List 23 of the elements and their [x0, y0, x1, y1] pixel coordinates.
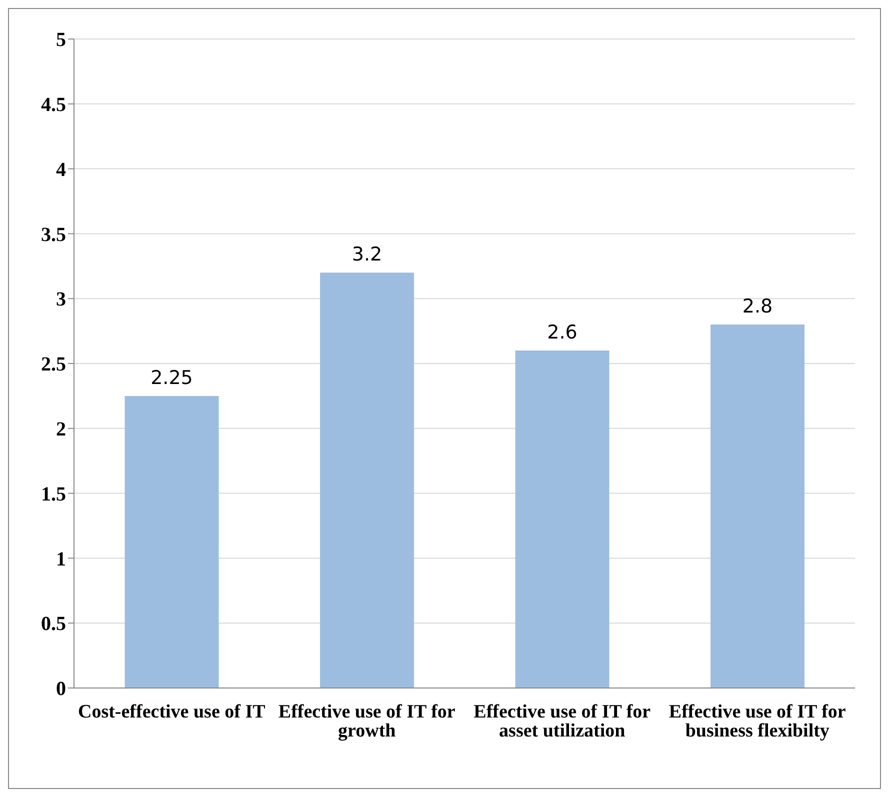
bar	[124, 396, 219, 688]
x-tick-label: Effective use of IT for growth	[278, 701, 456, 742]
y-tick-label: 2	[56, 418, 66, 440]
data-label: 3.2	[352, 244, 382, 266]
data-label: 2.6	[547, 322, 578, 344]
data-label: 2.25	[150, 366, 193, 389]
y-tick-label: 1.5	[41, 483, 66, 506]
bar	[710, 324, 805, 688]
y-tick-label: 2.5	[41, 354, 66, 376]
y-tick-label: 3.5	[41, 224, 66, 246]
data-label: 2.8	[742, 296, 773, 318]
y-tick-label: 0.5	[41, 613, 66, 636]
y-tick-label: 4.5	[41, 94, 66, 116]
y-tick-label: 3	[56, 288, 66, 311]
y-tick-label: 5	[56, 29, 66, 52]
bar	[320, 272, 414, 688]
y-tick-label: 4	[56, 158, 66, 181]
x-tick-label: Effective use of IT for asset utilization	[474, 701, 652, 742]
bar	[515, 350, 610, 688]
y-tick-label: 1	[56, 548, 66, 570]
x-tick-label: Effective use of IT for business flexibilty	[668, 701, 846, 742]
x-tick-label: Cost-effective use of IT	[78, 701, 266, 722]
y-tick-label: 0	[56, 678, 66, 700]
